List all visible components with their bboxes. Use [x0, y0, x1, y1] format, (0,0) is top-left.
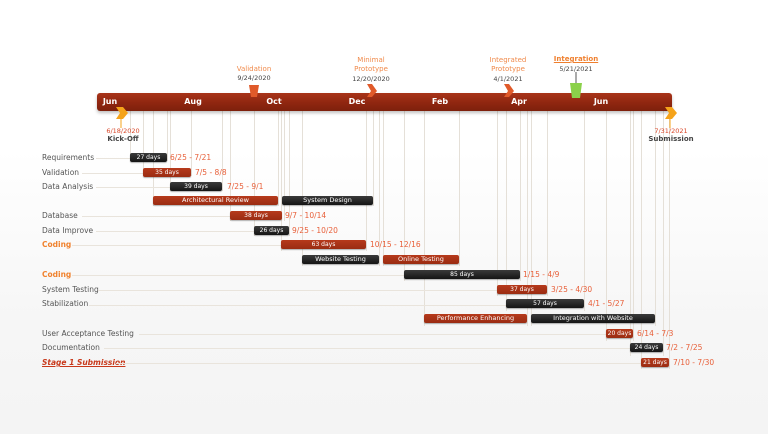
task-range-database: 9/7 - 10/14 [285, 211, 327, 220]
submission-date: 7/31/2021 [654, 127, 688, 135]
task-label-stage-1-submission: Stage 1 Submission [42, 358, 126, 367]
task-label-documentation: Documentation [42, 343, 100, 352]
task-label-database: Database [42, 211, 78, 220]
task-label-coding-2: Coding [42, 270, 72, 279]
task-bar-data-analysis[interactable]: 39 days [170, 182, 222, 191]
kickoff-label: Kick-Off [107, 135, 139, 143]
task-range-uat: 6/14 - 7/3 [637, 329, 674, 338]
task-bar-documentation[interactable]: 24 days [630, 343, 663, 352]
month-label: Jun [593, 97, 609, 106]
task-bar-system-testing[interactable]: 37 days [497, 285, 547, 294]
minimal-prototype-title: Minimal Prototype [354, 56, 388, 73]
task-label-coding-1: Coding [42, 240, 72, 249]
month-label: Jun [102, 97, 118, 106]
task-range-stage-1-submission: 7/10 - 7/30 [673, 358, 715, 367]
integrated-prototype-icon [504, 84, 514, 97]
task-bar-online-testing[interactable]: Online Testing [383, 255, 459, 264]
task-bar-stage-1-submission[interactable]: 21 days [641, 358, 669, 367]
task-bar-architectural-review[interactable]: Architectural Review [153, 196, 278, 205]
validation-milestone-title: Validation [236, 65, 272, 73]
task-bar-data-improve[interactable]: 26 days [254, 226, 289, 235]
integrated-prototype-title: Integrated Prototype [489, 56, 527, 73]
task-bar-performance-enhancing[interactable]: Performance Enhancing [424, 314, 527, 323]
task-bar-integration-with-website[interactable]: Integration with Website [531, 314, 655, 323]
task-range-validation: 7/5 - 8/8 [195, 168, 227, 177]
task-range-coding-1: 10/15 - 12/16 [370, 240, 421, 249]
task-bar-coding-2[interactable]: 85 days [404, 270, 520, 279]
month-label: Dec [348, 97, 366, 106]
timeline-bar [97, 93, 672, 111]
validation-milestone-date: 9/24/2020 [237, 74, 271, 82]
task-bar-requirements[interactable]: 27 days [130, 153, 167, 162]
month-label: Feb [431, 97, 449, 106]
minimal-prototype-date: 12/20/2020 [352, 75, 390, 83]
month-label: Oct [266, 97, 282, 106]
task-bar-stabilization[interactable]: 57 days [506, 299, 584, 308]
task-bar-uat[interactable]: 20 days [606, 329, 633, 338]
task-label-stabilization: Stabilization [42, 299, 89, 308]
task-range-coding-2: 1/15 - 4/9 [523, 270, 560, 279]
integration-milestone-title: Integration [553, 55, 599, 63]
task-label-data-analysis: Data Analysis [42, 182, 94, 191]
task-label-data-improve: Data Improve [42, 226, 94, 235]
month-label: Apr [511, 97, 527, 106]
task-range-requirements: 6/25 - 7/21 [170, 153, 212, 162]
task-range-stabilization: 4/1 - 5/27 [588, 299, 625, 308]
month-label: Aug [184, 97, 202, 106]
kickoff-date: 6/18/2020 [106, 127, 140, 135]
integration-milestone-icon [570, 72, 582, 98]
integration-milestone-date: 5/21/2021 [559, 65, 593, 73]
task-label-validation: Validation [42, 168, 80, 177]
submission-label: Submission [648, 135, 694, 143]
validation-milestone-icon [249, 85, 259, 97]
task-bar-system-design[interactable]: System Design [282, 196, 373, 205]
integrated-prototype-date: 4/1/2021 [493, 75, 523, 83]
submission-milestone-icon [665, 107, 677, 128]
task-range-documentation: 7/2 - 7/25 [666, 343, 703, 352]
task-bar-website-testing[interactable]: Website Testing [302, 255, 379, 264]
task-label-system-testing: System Testing [42, 285, 99, 294]
kickoff-milestone-icon [116, 107, 128, 128]
task-label-uat: User Acceptance Testing [42, 329, 134, 338]
task-bar-coding-1[interactable]: 63 days [281, 240, 366, 249]
task-bar-validation[interactable]: 35 days [143, 168, 191, 177]
task-range-system-testing: 3/25 - 4/30 [551, 285, 593, 294]
minimal-prototype-icon [367, 84, 377, 97]
task-range-data-analysis: 7/25 - 9/1 [227, 182, 264, 191]
task-bar-database[interactable]: 38 days [230, 211, 282, 220]
task-range-data-improve: 9/25 - 10/20 [292, 226, 338, 235]
task-label-requirements: Requirements [42, 153, 95, 162]
background [0, 150, 768, 434]
